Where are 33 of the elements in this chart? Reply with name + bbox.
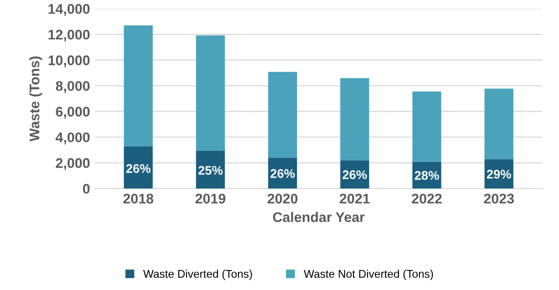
y-tick-label: 6,000 [56,106,90,119]
bar [484,88,514,160]
y-tick-label: 10,000 [48,55,90,68]
legend-label: Waste Not Diverted (Tons) [304,270,433,280]
x-tick-label: 2018 [123,194,154,204]
x-tick-label: 2019 [195,194,226,204]
legend-label: Waste Diverted (Tons) [143,270,252,280]
annotation: 28% [414,170,440,180]
x-axis-title: Calendar Year [273,212,365,222]
bar [196,35,225,151]
x-tick-label: 2021 [340,194,370,204]
annotation: 29% [486,170,512,179]
y-axis-title: Waste (Tons) [29,56,42,142]
annotation: 26% [126,164,150,173]
y-tick-label: 4,000 [56,132,90,144]
y-tick-label: 2,000 [56,158,90,170]
bar [268,72,297,158]
bar [340,78,370,160]
y-tick-label: 12,000 [48,30,90,42]
annotation: 26% [342,170,367,180]
y-tick-label: 14,000 [48,4,90,16]
y-tick-label: 8,000 [56,81,90,93]
annotation: 25% [198,166,223,175]
bar [196,150,225,188]
bar [412,92,442,162]
x-tick-label: 2022 [412,194,442,204]
annotation: 26% [270,169,295,178]
y-tick-label: 0 [82,184,90,194]
x-tick-label: 2020 [268,194,298,204]
bar [268,158,297,188]
bar [124,25,153,147]
x-tick-label: 2023 [484,194,514,204]
bar [124,146,153,188]
